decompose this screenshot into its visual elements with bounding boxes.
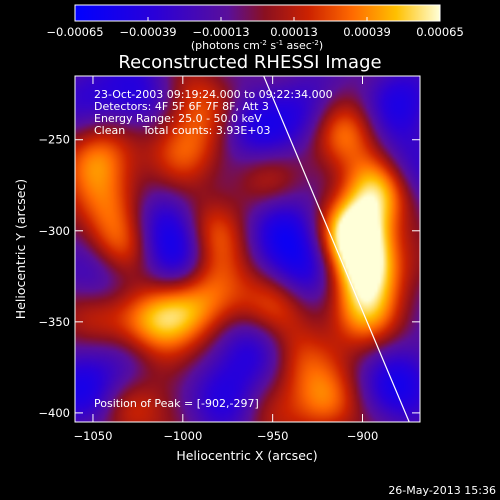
colorbar-gradient [75, 5, 440, 21]
annotation-energy-range: Energy Range: 25.0 - 50.0 keV [94, 112, 262, 125]
x-tick-label: −1050 [74, 429, 113, 443]
colorbar-ticks: −0.00065 −0.00039 −0.00013 0.00013 0.00039 0.… [46, 17, 464, 39]
y-tick-label: −250 [38, 133, 70, 147]
y-tick-label: −400 [38, 406, 70, 420]
footer-timestamp: 26-May-2013 15:36 [388, 484, 496, 497]
x-axis-label: Heliocentric X (arcsec) [176, 448, 317, 463]
colorbar-frame [74, 4, 441, 22]
colorbar-tick-label: 0.00013 [270, 25, 318, 39]
colorbar-unit-label: (photons cm-2 s-1 asec-2) [191, 39, 323, 52]
peak-position-label: Position of Peak = [-902,-297] [94, 397, 259, 410]
annotation-detectors: Detectors: 4F 5F 6F 7F 8F, Att 3 [94, 100, 269, 113]
plot-frame [74, 75, 421, 423]
heatmap-image [75, 76, 420, 422]
annotation-clean-counts: Clean Total counts: 3.93E+03 [94, 124, 271, 137]
y-tick-label: −300 [38, 224, 70, 238]
colorbar: −0.00065 −0.00039 −0.00013 0.00013 0.00039 0.… [46, 4, 464, 52]
x-axis-ticks: −1050 −1000 −950 −900 [74, 76, 379, 443]
x-tick-label: −950 [257, 429, 289, 443]
y-axis-label: Heliocentric Y (arcsec) [13, 179, 28, 319]
colorbar-tick-label: −0.00039 [119, 25, 176, 39]
observation-info: 23-Oct-2003 09:19:24.000 to 09:22:34.000… [94, 88, 333, 137]
x-tick-label: −1000 [163, 429, 202, 443]
colorbar-tick-label: −0.00013 [192, 25, 249, 39]
x-tick-label: −900 [347, 429, 379, 443]
annotation-time-range: 23-Oct-2003 09:19:24.000 to 09:22:34.000 [94, 88, 333, 101]
colorbar-tick-label: 0.00039 [343, 25, 391, 39]
y-tick-label: −350 [38, 315, 70, 329]
plot-area [75, 76, 420, 422]
y-axis-ticks: −250 −300 −350 −400 [38, 133, 420, 420]
solar-limb-line [263, 76, 410, 422]
colorbar-tick-label: 0.00065 [416, 25, 464, 39]
colorbar-tick-label: −0.00065 [46, 25, 103, 39]
chart-title: Reconstructed RHESSI Image [118, 52, 381, 73]
